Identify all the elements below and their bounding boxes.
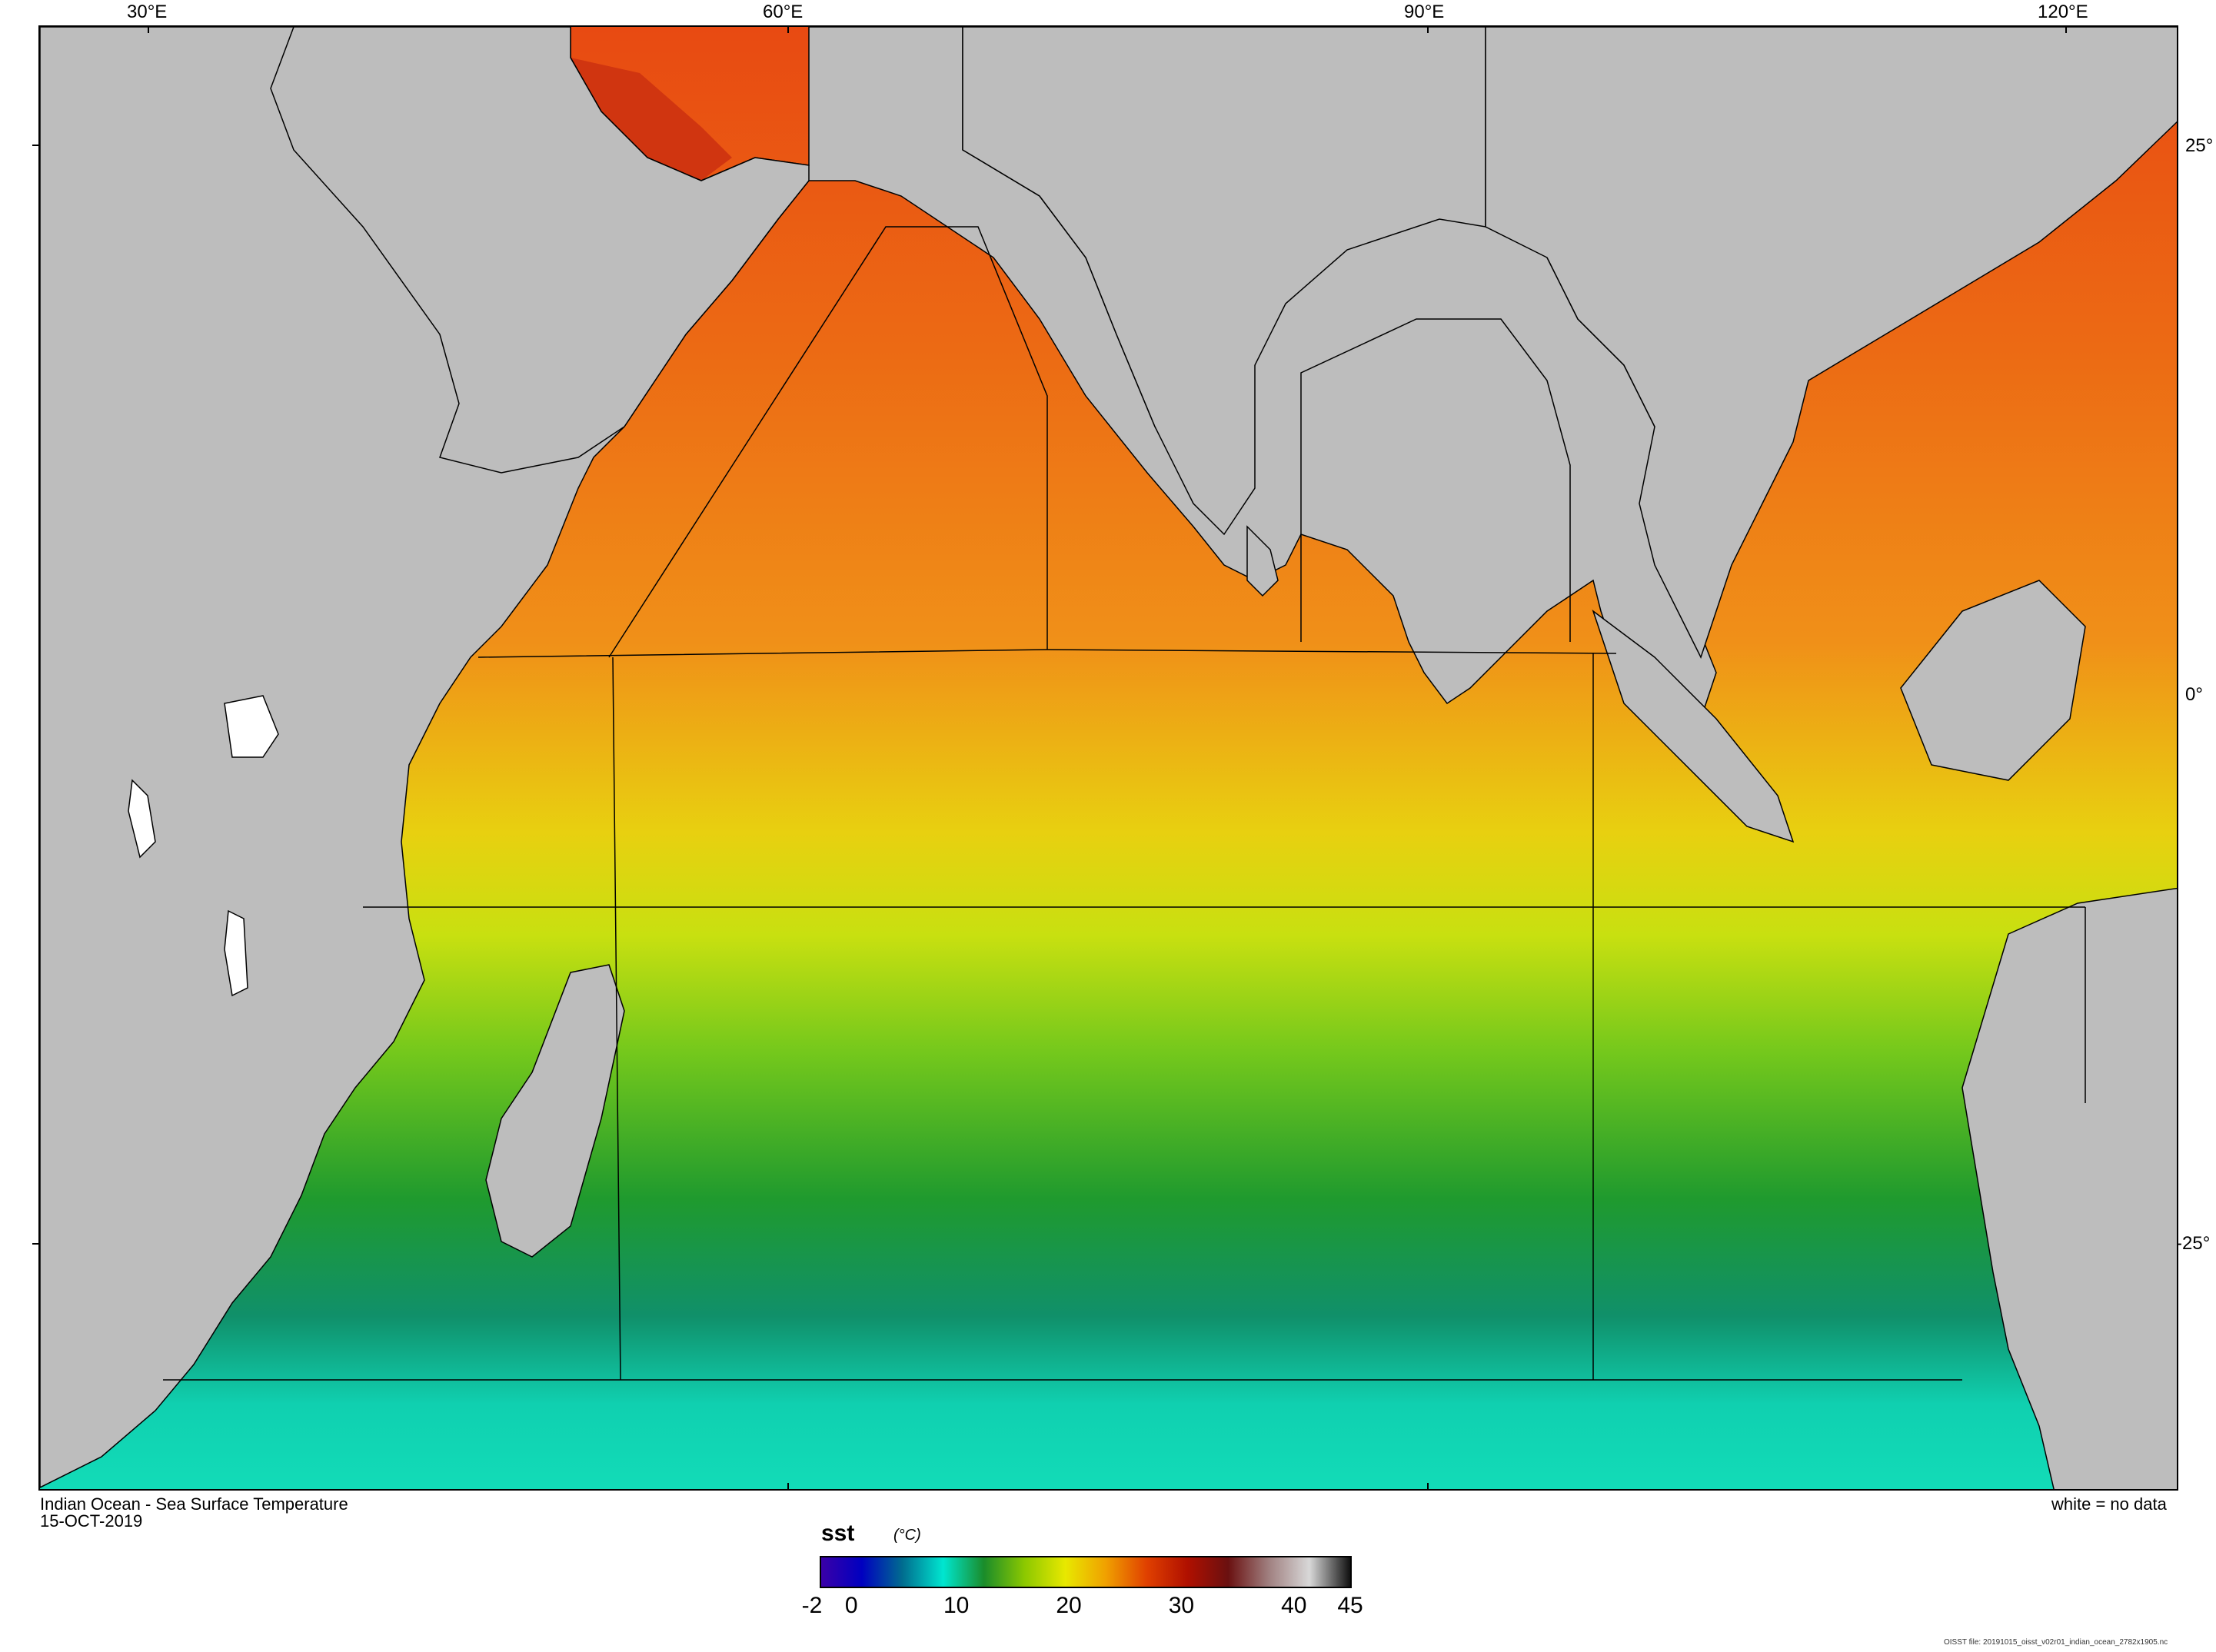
- lon-label-60e: 60°E: [763, 2, 804, 22]
- colorbar-tick-label: 0: [844, 1593, 858, 1618]
- bay-of-bengal-box: [1300, 318, 1571, 642]
- sst-map: [40, 27, 2177, 1489]
- colorbar-tick-label: 10: [943, 1593, 970, 1618]
- file-note: OISST file: 20191015_oisst_v02r01_indian…: [1944, 1638, 2168, 1647]
- tick-top-30e: [148, 25, 149, 33]
- colorbar-tick-label: 40: [1281, 1593, 1307, 1618]
- colorbar-tick-label: 45: [1337, 1593, 1363, 1618]
- persian-gulf: [571, 58, 732, 181]
- lake-tanganyika-no-data: [128, 779, 156, 859]
- tick-top-90e: [1427, 25, 1429, 33]
- lat-label-0: 0°: [2185, 684, 2203, 705]
- lon-label-120e: 120°E: [2038, 2, 2088, 22]
- borneo-land: [1900, 580, 2086, 781]
- colorbar-variable: sst: [821, 1521, 855, 1546]
- map-title: Indian Ocean - Sea Surface Temperature: [40, 1494, 348, 1514]
- lon-label-30e: 30°E: [127, 2, 168, 22]
- colorbar: [820, 1556, 1352, 1588]
- region-boundaries: [163, 226, 2086, 1381]
- tick-top-60e: [787, 25, 789, 33]
- arabian-sea-box: [608, 226, 1048, 658]
- lon-label-90e: 90°E: [1404, 2, 1445, 22]
- tick-bottom-60e: [787, 1483, 789, 1491]
- southeast-asia-land: [1485, 27, 2177, 659]
- sri-lanka-land: [1246, 525, 1279, 597]
- tick-left-25s: [32, 1243, 40, 1245]
- map-panel[interactable]: [38, 25, 2178, 1491]
- no-data-note: white = no data: [2051, 1494, 2167, 1514]
- band-west-vertical: [612, 656, 621, 1381]
- tick-top-120e: [2065, 25, 2067, 33]
- colorbar-tick-label: 30: [1168, 1593, 1195, 1618]
- tick-bottom-90e: [1427, 1483, 1429, 1491]
- map-date: 15-OCT-2019: [40, 1511, 143, 1531]
- colorbar-units: (°C): [893, 1527, 921, 1544]
- tick-left-25n: [32, 145, 40, 146]
- lat-label-25s: -25°: [2176, 1233, 2211, 1254]
- lake-malawi-no-data: [224, 909, 248, 997]
- madagascar-land: [485, 964, 625, 1258]
- colorbar-tick-label: 20: [1056, 1593, 1082, 1618]
- sumatra-land: [1592, 609, 1795, 843]
- lake-victoria-no-data: [224, 695, 279, 758]
- arabia-land: [270, 27, 810, 474]
- equator-band-top: [477, 649, 1617, 658]
- lat-label-25n: 25°: [2185, 135, 2214, 156]
- australia-land: [1961, 887, 2177, 1489]
- colorbar-tick-label: -2: [801, 1593, 823, 1618]
